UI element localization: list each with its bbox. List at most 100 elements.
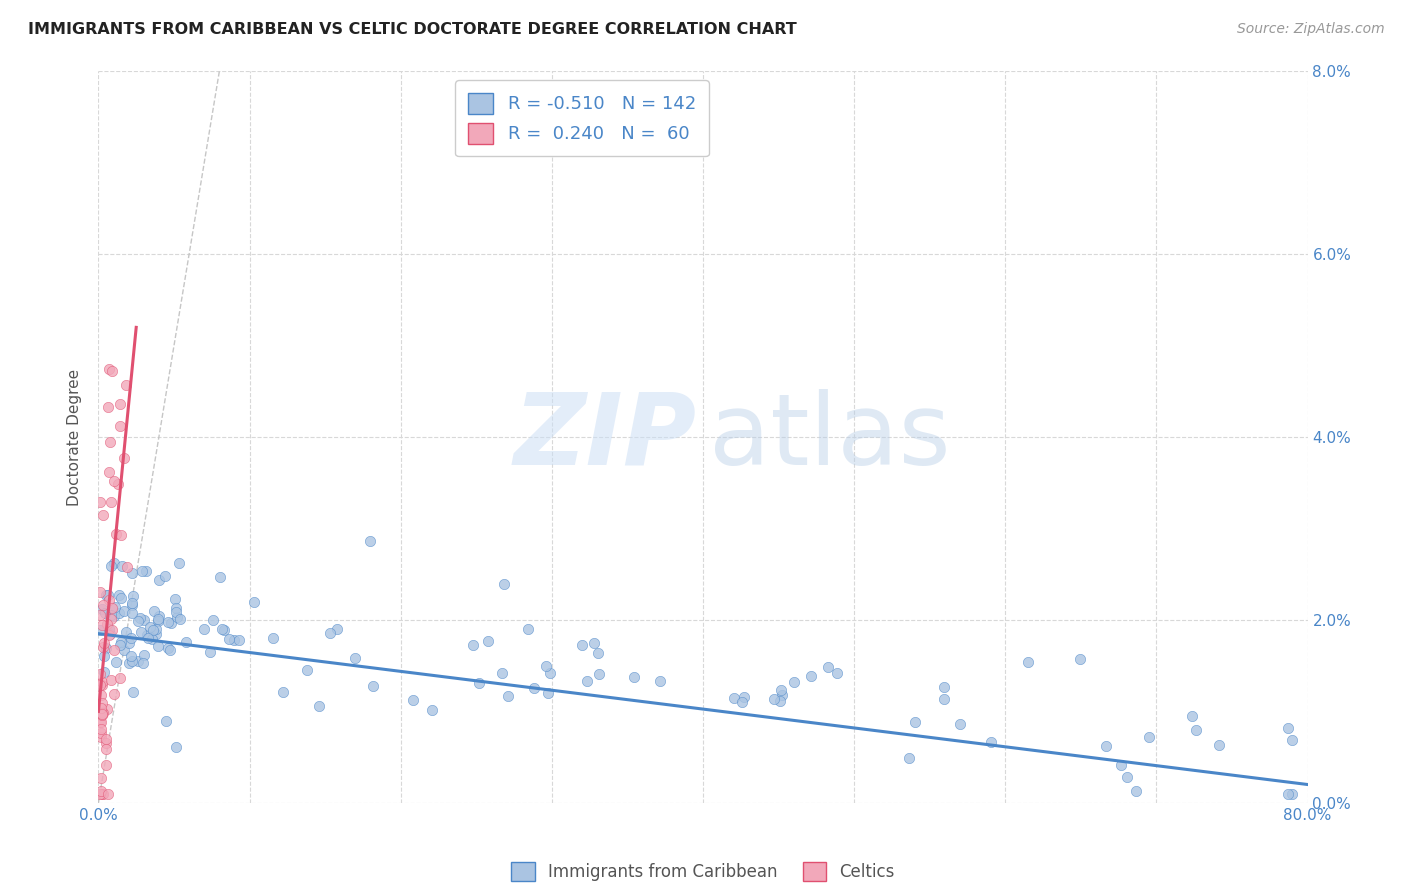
Point <box>128 611 150 625</box>
Point <box>295 664 318 678</box>
Point <box>96 616 118 631</box>
Point <box>359 534 381 549</box>
Point <box>763 692 786 706</box>
Point <box>903 714 925 729</box>
Point <box>103 556 125 570</box>
Point <box>582 636 605 650</box>
Point <box>825 666 848 681</box>
Point <box>1281 732 1303 747</box>
Point <box>165 605 187 619</box>
Point <box>98 627 121 641</box>
Point <box>148 609 170 624</box>
Point <box>588 667 610 681</box>
Point <box>107 477 129 491</box>
Point <box>1095 739 1118 753</box>
Point <box>89 585 111 599</box>
Point <box>496 690 519 704</box>
Point <box>90 723 112 737</box>
Point <box>145 627 167 641</box>
Point <box>1277 721 1299 735</box>
Point <box>94 757 117 772</box>
Point <box>343 651 366 665</box>
Y-axis label: Doctorate Degree: Doctorate Degree <box>67 368 83 506</box>
Point <box>90 715 112 730</box>
Point <box>571 638 593 652</box>
Point <box>800 669 823 683</box>
Point <box>211 622 233 636</box>
Point <box>1208 738 1230 752</box>
Point <box>146 640 169 654</box>
Point <box>477 634 499 648</box>
Point <box>522 681 544 695</box>
Point <box>91 787 114 801</box>
Point <box>111 559 134 574</box>
Point <box>103 475 125 489</box>
Point <box>769 682 792 697</box>
Point <box>94 736 117 750</box>
Point <box>89 678 111 692</box>
Point <box>326 622 349 636</box>
Point <box>110 635 132 649</box>
Point <box>112 451 135 466</box>
Point <box>97 787 120 801</box>
Point <box>110 591 132 606</box>
Point <box>103 643 125 657</box>
Point <box>134 613 156 627</box>
Point <box>96 640 118 655</box>
Text: atlas: atlas <box>709 389 950 485</box>
Point <box>91 678 114 692</box>
Point <box>769 694 792 708</box>
Point <box>127 654 149 668</box>
Point <box>100 495 122 509</box>
Point <box>817 659 839 673</box>
Point <box>108 606 131 620</box>
Point <box>94 732 117 747</box>
Point <box>121 606 143 620</box>
Point <box>897 751 920 765</box>
Point <box>115 378 138 392</box>
Point <box>1115 770 1137 784</box>
Point <box>91 601 114 615</box>
Point <box>91 787 114 801</box>
Point <box>100 558 122 573</box>
Point <box>101 601 124 615</box>
Point <box>494 576 516 591</box>
Point <box>141 632 163 646</box>
Point <box>89 715 111 730</box>
Point <box>101 363 124 377</box>
Point <box>271 685 294 699</box>
Point <box>114 624 136 639</box>
Point <box>122 589 145 603</box>
Point <box>463 638 485 652</box>
Point <box>262 631 284 645</box>
Point <box>104 655 127 669</box>
Point <box>1139 731 1161 745</box>
Text: Source: ZipAtlas.com: Source: ZipAtlas.com <box>1237 22 1385 37</box>
Point <box>121 566 143 581</box>
Point <box>155 569 177 583</box>
Point <box>1125 784 1147 798</box>
Point <box>145 622 167 636</box>
Point <box>100 612 122 626</box>
Point <box>121 596 143 610</box>
Point <box>516 622 538 636</box>
Point <box>132 656 155 670</box>
Point <box>110 638 132 652</box>
Point <box>949 716 972 731</box>
Point <box>491 665 513 680</box>
Point <box>93 706 115 720</box>
Point <box>218 632 240 646</box>
Point <box>91 707 114 722</box>
Point <box>155 714 177 728</box>
Point <box>97 622 120 636</box>
Point <box>209 570 232 584</box>
Point <box>89 787 111 801</box>
Point <box>420 703 443 717</box>
Point <box>100 607 122 622</box>
Point <box>104 600 127 615</box>
Point <box>112 604 135 618</box>
Text: IMMIGRANTS FROM CARIBBEAN VS CELTIC DOCTORATE DEGREE CORRELATION CHART: IMMIGRANTS FROM CARIBBEAN VS CELTIC DOCT… <box>28 22 797 37</box>
Point <box>91 618 114 632</box>
Point <box>89 667 111 681</box>
Point <box>135 628 157 642</box>
